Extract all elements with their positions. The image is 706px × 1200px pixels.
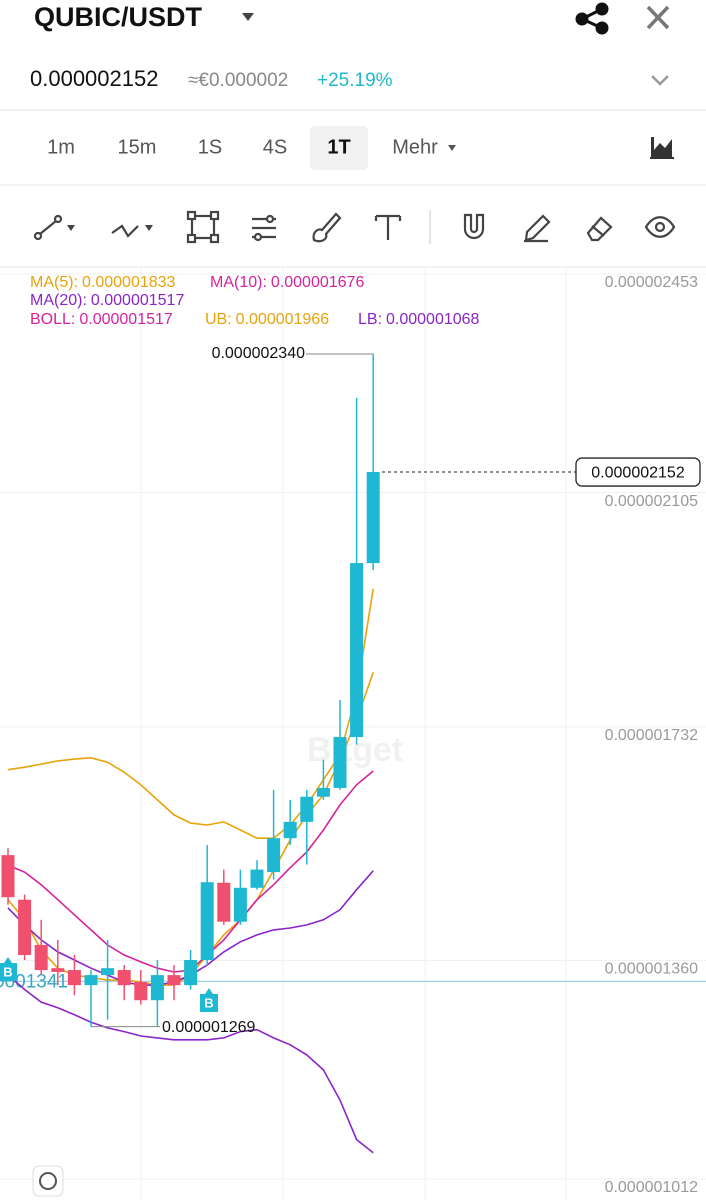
candle-body: [350, 563, 364, 738]
last-price-label: 0.000002152: [591, 464, 685, 481]
selected-tab-bg: [310, 126, 368, 170]
interval-tabs: 1m 15m 1S 4S 1T Mehr: [47, 126, 438, 170]
candle-body: [167, 975, 181, 986]
eraser-tool[interactable]: [586, 216, 613, 242]
more-dropdown-icon[interactable]: [448, 145, 456, 151]
candle-body: [84, 975, 98, 986]
pair-title[interactable]: QUBIC/USDT: [34, 2, 203, 32]
fib-tool[interactable]: [111, 224, 153, 238]
trade-marker-label: B: [3, 964, 12, 979]
candle-body: [366, 472, 380, 564]
visibility-tool[interactable]: [644, 216, 676, 238]
indicator-value: 0.000001068: [386, 311, 480, 328]
price-change: +25.19%: [317, 70, 393, 91]
candle-body: [300, 796, 314, 822]
indicator-legend: UB: 0.000001966: [205, 311, 329, 328]
indicator-line: [7, 974, 374, 1154]
line-tool[interactable]: [33, 214, 75, 241]
candle-body: [316, 787, 330, 797]
interval-tab[interactable]: 1S: [198, 136, 222, 158]
indicator-name: MA(20):: [30, 292, 87, 309]
magnet-tool[interactable]: [463, 213, 485, 240]
indicator-line: [7, 588, 374, 839]
share-icon[interactable]: [575, 2, 609, 35]
indicator-line: [7, 672, 374, 986]
candle-body: [333, 737, 347, 788]
trade-marker: [200, 988, 218, 1012]
candle-body: [101, 968, 115, 976]
candle-body: [267, 838, 281, 873]
parallel-tool[interactable]: [252, 214, 276, 242]
indicator-name: BOLL:: [30, 311, 75, 328]
candle-body: [34, 944, 48, 971]
interval-tab[interactable]: 1m: [47, 136, 75, 158]
y-tick-label: 0.000001012: [605, 1179, 699, 1196]
indicator-legend: MA(10): 0.000001676: [210, 274, 364, 291]
last-price: 0.000002152: [30, 66, 158, 91]
reset-view-button[interactable]: [32, 1165, 64, 1197]
indicator-value: 0.000001966: [236, 311, 330, 328]
indicator-legend: BOLL: 0.000001517: [30, 311, 173, 328]
interval-tab[interactable]: Mehr: [392, 136, 438, 158]
interval-tab[interactable]: 1T: [327, 136, 350, 158]
indicator-name: UB:: [205, 311, 232, 328]
close-icon[interactable]: [646, 5, 670, 30]
candle-body: [184, 960, 198, 986]
candle-body: [134, 982, 148, 1001]
brush-tool[interactable]: [312, 212, 342, 243]
candle-body: [283, 821, 297, 839]
indicator-legend: MA(5): 0.000001833: [30, 274, 176, 291]
fiat-price: ≈€0.000002: [188, 70, 288, 91]
candle-body: [1, 855, 15, 898]
high-label: 0.000002340: [212, 345, 306, 362]
candle-body: [51, 968, 65, 972]
expand-icon[interactable]: [651, 75, 669, 86]
trade-marker: [0, 957, 17, 981]
y-tick-label: 0.000002105: [605, 493, 699, 510]
candle-body: [67, 970, 81, 986]
pair-dropdown-icon[interactable]: [242, 13, 254, 21]
candle-body: [117, 970, 131, 986]
indicator-lines: [7, 588, 374, 1154]
indicator-name: MA(5):: [30, 274, 78, 291]
indicator-legend: LB: 0.000001068: [358, 311, 480, 328]
text-tool[interactable]: [374, 214, 402, 240]
indicator-value: 0.000001517: [79, 311, 173, 328]
candle-body: [217, 882, 231, 922]
y-tick-label: 0.000001360: [605, 961, 699, 978]
indicator-value: 0.000001517: [91, 292, 185, 309]
indicator-legend: MA(20): 0.000001517: [30, 292, 184, 309]
interval-tab[interactable]: 4S: [263, 136, 287, 158]
pencil-tool[interactable]: [524, 214, 551, 243]
y-tick-label: 0.000002453: [605, 274, 699, 291]
indicator-value: 0.000001676: [271, 274, 365, 291]
trade-marker-label: B: [204, 995, 213, 1010]
candlestick-chart[interactable]: 0.000002453 0.000002105 0.000001732 0.00000…: [0, 273, 706, 1196]
chart-type-icon[interactable]: [650, 137, 674, 159]
y-tick-label: 0.000001732: [605, 727, 699, 744]
indicator-name: MA(10):: [210, 274, 267, 291]
candle-body: [233, 887, 247, 922]
rect-tool[interactable]: [186, 210, 220, 244]
interval-tab[interactable]: 15m: [118, 136, 157, 158]
candle-body: [150, 975, 164, 1001]
candle-body: [200, 882, 214, 961]
drawing-toolbar: [33, 210, 676, 244]
vertical-grid: [140, 268, 567, 1200]
last-price-box: [575, 457, 701, 487]
candle-body: [18, 899, 32, 955]
low-label: 0.000001269: [162, 1019, 256, 1036]
indicator-name: LB:: [358, 311, 382, 328]
candle-body: [250, 869, 264, 888]
indicator-value: 0.000001833: [82, 274, 176, 291]
